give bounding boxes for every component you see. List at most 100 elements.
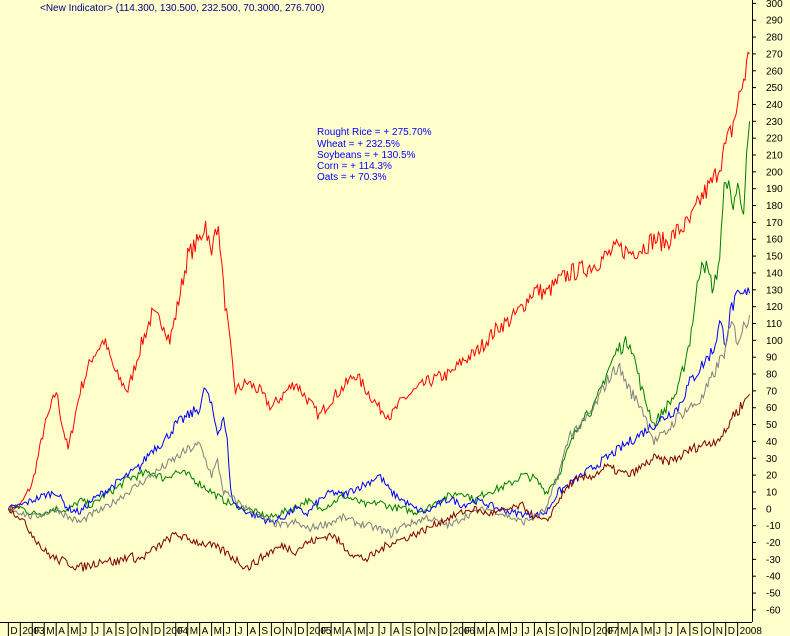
y-tick-label: 220	[766, 134, 783, 145]
series-line	[8, 121, 751, 519]
annotation-line: Soybeans = + 130.5%	[317, 150, 416, 161]
y-tick-label: 80	[766, 370, 778, 381]
y-tick-label: 280	[766, 33, 783, 44]
indicator-header: <New Indicator> (114.300, 130.500, 232.5…	[40, 3, 324, 14]
y-tick-label: 30	[766, 454, 778, 465]
y-tick-label: -30	[766, 555, 781, 566]
x-tick-label: J	[512, 626, 517, 636]
y-axis: 3002902802702602502402302202102001901801…	[752, 0, 783, 622]
y-tick-label: 160	[766, 235, 783, 246]
y-tick-label: 230	[766, 117, 783, 128]
y-tick-label: 140	[766, 268, 783, 279]
y-tick-label: 70	[766, 386, 778, 397]
y-tick-label: 130	[766, 285, 783, 296]
annotation-line: Rought Rice = + 275.70%	[317, 127, 432, 138]
x-tick-label: D	[297, 626, 304, 636]
x-tick-label: N	[285, 626, 292, 636]
x-tick-label: 2004	[166, 626, 189, 636]
x-tick-label: A	[536, 626, 543, 636]
annotation-line: Corn = + 114.3%	[317, 161, 392, 172]
x-tick-label: D	[441, 626, 448, 636]
y-tick-label: 110	[766, 319, 782, 330]
series-line	[7, 287, 751, 526]
annotation-line: Oats = + 70.3%	[317, 172, 387, 183]
x-tick-label: O	[704, 626, 712, 636]
x-tick-label: 2007	[596, 626, 619, 636]
x-tick-label: J	[668, 626, 673, 636]
x-tick-label: M	[70, 626, 78, 636]
x-tick-label: A	[106, 626, 113, 636]
x-tick-label: M	[190, 626, 198, 636]
x-tick-label: S	[692, 626, 699, 636]
x-tick-label: O	[273, 626, 281, 636]
y-tick-label: 200	[766, 167, 783, 178]
x-tick-label: A	[58, 626, 65, 636]
x-tick-label: M	[501, 626, 509, 636]
y-tick-label: 100	[766, 336, 783, 347]
y-tick-label: 0	[766, 504, 772, 515]
y-tick-label: 120	[766, 302, 783, 313]
x-tick-label: J	[524, 626, 529, 636]
x-tick-label: 2006	[453, 626, 476, 636]
y-tick-label: -10	[766, 521, 781, 532]
y-tick-label: 180	[766, 201, 783, 212]
x-tick-label: N	[429, 626, 436, 636]
x-tick-label: O	[130, 626, 138, 636]
x-tick-label: F	[465, 626, 471, 636]
y-tick-label: 150	[766, 252, 783, 263]
x-tick-label: F	[178, 626, 184, 636]
x-tick-label: N	[142, 626, 149, 636]
y-tick-label: 90	[766, 353, 778, 364]
x-tick-label: J	[656, 626, 661, 636]
x-tick-label: A	[393, 626, 400, 636]
x-tick-label: F	[608, 626, 614, 636]
x-tick-label: M	[214, 626, 222, 636]
x-tick-label: D	[584, 626, 591, 636]
annotation-line: Wheat = + 232.5%	[317, 139, 400, 150]
x-tick-label: J	[226, 626, 231, 636]
y-tick-label: 170	[766, 218, 783, 229]
y-tick-label: 50	[766, 420, 778, 431]
y-tick-label: 260	[766, 66, 783, 77]
y-tick-label: 190	[766, 184, 783, 195]
series-line	[7, 51, 750, 514]
y-tick-label: 240	[766, 100, 783, 111]
y-tick-label: 10	[766, 487, 778, 498]
x-tick-label: J	[369, 626, 374, 636]
x-tick-label: A	[680, 626, 687, 636]
x-tick-label: J	[238, 626, 243, 636]
x-tick-label: O	[417, 626, 425, 636]
y-tick-label: 20	[766, 471, 778, 482]
x-tick-label: N	[572, 626, 579, 636]
x-tick-label: S	[118, 626, 125, 636]
x-tick-label: D	[10, 626, 17, 636]
x-tick-label: M	[357, 626, 365, 636]
x-tick-label: S	[261, 626, 268, 636]
x-tick-label: M	[620, 626, 628, 636]
x-tick-label: 2005	[309, 626, 332, 636]
x-tick-label: 2003	[22, 626, 45, 636]
y-tick-label: 60	[766, 403, 778, 414]
y-tick-label: -50	[766, 589, 781, 600]
x-tick-label: 2008	[740, 626, 763, 636]
series-line	[7, 393, 750, 572]
x-tick-label: J	[381, 626, 386, 636]
y-tick-label: -20	[766, 538, 781, 549]
x-tick-label: A	[632, 626, 639, 636]
y-tick-label: 250	[766, 83, 783, 94]
x-tick-label: N	[716, 626, 723, 636]
y-tick-label: 40	[766, 437, 778, 448]
performance-annotation: Rought Rice = + 275.70% Wheat = + 232.5%…	[317, 127, 432, 183]
y-tick-label: 300	[766, 0, 783, 10]
x-tick-label: J	[94, 626, 99, 636]
y-tick-label: -60	[766, 605, 781, 616]
series-layer	[7, 51, 751, 572]
x-tick-label: M	[46, 626, 54, 636]
y-tick-label: 290	[766, 16, 783, 27]
x-tick-label: S	[548, 626, 555, 636]
x-tick-label: A	[489, 626, 496, 636]
series-line	[7, 315, 751, 539]
